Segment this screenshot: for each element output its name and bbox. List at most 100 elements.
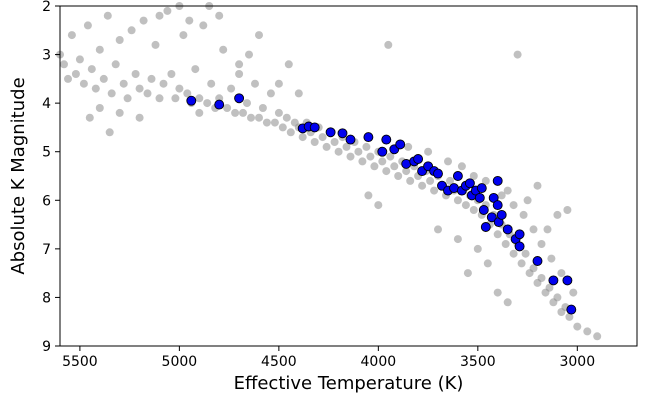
background-star-point xyxy=(87,65,96,74)
background-star-point xyxy=(91,84,100,93)
background-star-point xyxy=(523,196,532,205)
background-star-point xyxy=(183,89,192,98)
background-star-point xyxy=(394,172,403,180)
background-star-point xyxy=(60,60,68,69)
background-star-point xyxy=(593,332,602,341)
background-star-point xyxy=(469,172,478,180)
background-star-point xyxy=(418,181,427,190)
background-star-point xyxy=(255,31,263,40)
background-star-point xyxy=(384,40,393,49)
background-star-point xyxy=(270,118,279,127)
background-star-point xyxy=(135,84,144,93)
background-star-point xyxy=(509,201,518,210)
background-star-point xyxy=(406,176,415,185)
background-star-point xyxy=(155,94,164,103)
highlighted-star-point xyxy=(433,168,443,179)
background-star-point xyxy=(167,70,176,78)
highlighted-star-point xyxy=(474,192,485,203)
background-star-point xyxy=(286,128,295,137)
background-star-point xyxy=(179,31,188,40)
background-star-point xyxy=(529,225,538,234)
highlighted-star-point xyxy=(345,134,356,145)
background-star-point xyxy=(483,259,492,268)
background-star-point xyxy=(545,283,554,292)
highlighted-star-point xyxy=(413,154,424,164)
background-star-point xyxy=(583,327,592,336)
background-star-point xyxy=(135,113,144,122)
background-star-point xyxy=(386,152,395,161)
background-star-point xyxy=(64,74,72,83)
highlighted-star-point xyxy=(486,212,497,223)
points-layer xyxy=(56,2,602,341)
background-star-point xyxy=(322,142,331,151)
highlighted-star-point xyxy=(464,178,475,189)
ticks-layer: 5500 5000 4500 4000 3500 3000 2 3 4 5 6 7 8 9 xyxy=(42,0,595,370)
background-star-point xyxy=(342,142,351,151)
highlighted-star-point xyxy=(452,171,463,181)
highlighted-star-point xyxy=(381,134,392,145)
background-star-point xyxy=(557,269,566,278)
background-star-point xyxy=(430,186,439,195)
background-star-point xyxy=(553,293,562,302)
background-star-point xyxy=(219,45,228,54)
background-star-point xyxy=(330,138,339,146)
background-star-point xyxy=(404,142,413,151)
highlighted-star-point xyxy=(377,146,388,157)
background-star-point xyxy=(258,104,267,112)
background-star-point xyxy=(461,201,470,210)
background-star-point xyxy=(185,16,194,25)
background-star-point xyxy=(199,21,208,30)
background-star-point xyxy=(529,264,538,273)
background-star-point xyxy=(71,70,80,78)
background-star-point xyxy=(111,60,120,69)
background-star-point xyxy=(444,157,452,166)
background-star-point xyxy=(533,181,542,190)
highlighted-star-point xyxy=(337,128,348,139)
background-star-point xyxy=(481,176,490,185)
highlighted-star-point xyxy=(562,275,573,286)
background-star-point xyxy=(119,79,128,88)
background-star-point xyxy=(503,298,512,307)
y-tick-label: 4 xyxy=(42,96,51,112)
background-star-point xyxy=(402,167,411,176)
background-star-point xyxy=(553,210,562,219)
background-star-point xyxy=(346,152,355,161)
background-star-point xyxy=(75,55,84,64)
background-star-point xyxy=(171,94,180,103)
background-star-point xyxy=(115,108,124,117)
background-star-point xyxy=(231,108,240,117)
background-star-point xyxy=(358,157,367,166)
background-star-point xyxy=(262,118,271,127)
background-star-point xyxy=(159,79,168,88)
background-star-point xyxy=(382,167,391,176)
background-star-point xyxy=(284,60,293,69)
background-star-point xyxy=(446,176,454,185)
background-star-point xyxy=(473,244,482,253)
x-tick-label: 5500 xyxy=(62,354,98,370)
background-star-point xyxy=(501,240,510,248)
background-star-point xyxy=(243,99,251,108)
background-star-point xyxy=(457,162,466,171)
background-star-point xyxy=(537,274,546,282)
highlighted-star-point xyxy=(476,183,487,194)
background-star-point xyxy=(493,230,502,239)
background-star-point xyxy=(565,312,574,321)
background-star-point xyxy=(99,74,108,83)
highlighted-star-point xyxy=(566,304,577,315)
highlighted-star-point xyxy=(363,132,374,143)
y-tick-label: 8 xyxy=(42,290,51,306)
background-star-point xyxy=(147,74,156,83)
background-star-point xyxy=(95,45,104,54)
background-star-point xyxy=(274,108,283,117)
highlighted-star-point xyxy=(234,93,245,104)
background-star-point xyxy=(278,123,287,132)
background-star-point xyxy=(115,36,124,44)
background-star-point xyxy=(123,94,132,103)
highlighted-star-point xyxy=(395,139,406,150)
x-tick-label: 4000 xyxy=(361,354,397,370)
background-star-point xyxy=(247,113,255,122)
highlighted-star-point xyxy=(309,122,320,133)
x-tick-label: 4500 xyxy=(261,354,297,370)
background-star-point xyxy=(203,99,212,108)
